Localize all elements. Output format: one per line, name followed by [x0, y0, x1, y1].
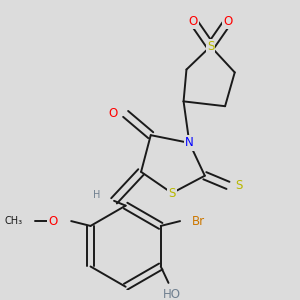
Text: O: O [48, 214, 58, 228]
Text: N: N [185, 136, 194, 149]
Text: O: O [189, 15, 198, 28]
Text: S: S [207, 40, 214, 53]
Text: S: S [236, 179, 243, 192]
Text: S: S [168, 187, 176, 200]
Text: O: O [109, 107, 118, 120]
Text: CH₃: CH₃ [5, 216, 23, 226]
Text: H: H [93, 190, 100, 200]
Text: Br: Br [192, 214, 205, 228]
Text: O: O [224, 15, 232, 28]
Text: HO: HO [163, 288, 181, 300]
